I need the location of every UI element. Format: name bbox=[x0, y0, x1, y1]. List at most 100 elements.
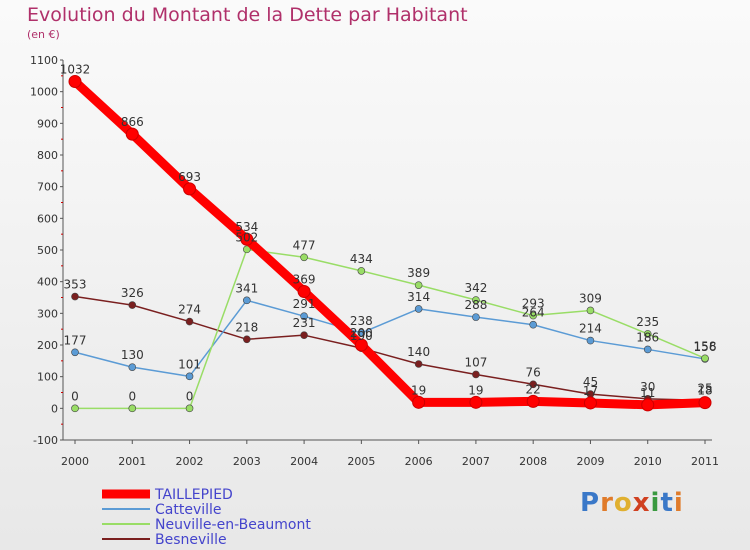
data-label: 22 bbox=[526, 382, 541, 396]
data-point bbox=[586, 306, 595, 315]
data-point bbox=[354, 338, 368, 352]
data-label: 0 bbox=[186, 389, 194, 403]
y-tick-label: 300 bbox=[37, 307, 58, 320]
data-label: 19 bbox=[468, 383, 483, 397]
data-label: 341 bbox=[235, 281, 258, 295]
y-tick-label: 100 bbox=[37, 371, 58, 384]
data-point bbox=[414, 305, 423, 313]
data-label: 369 bbox=[293, 272, 316, 286]
data-point bbox=[469, 395, 483, 409]
data-label: 693 bbox=[178, 170, 201, 184]
legend-label: Neuville-en-Beaumont bbox=[155, 517, 311, 533]
data-point bbox=[529, 380, 537, 389]
y-tick-label: 0 bbox=[51, 402, 58, 415]
data-point bbox=[71, 404, 79, 413]
data-point bbox=[68, 75, 82, 89]
y-tick-label: 500 bbox=[37, 244, 58, 257]
data-label: 107 bbox=[464, 355, 487, 369]
data-point bbox=[300, 253, 308, 262]
brand-letter: i bbox=[650, 488, 661, 518]
x-tick-label: 2004 bbox=[290, 455, 318, 468]
data-point bbox=[643, 330, 652, 338]
data-point bbox=[529, 311, 537, 320]
data-point bbox=[183, 182, 197, 196]
data-point bbox=[243, 245, 251, 254]
data-point bbox=[472, 296, 480, 304]
data-point bbox=[128, 404, 137, 413]
data-point bbox=[185, 317, 194, 326]
data-label: 502 bbox=[235, 230, 258, 244]
data-point bbox=[128, 301, 137, 309]
data-point bbox=[414, 281, 423, 289]
data-point bbox=[641, 398, 655, 412]
data-point bbox=[297, 284, 311, 298]
brand-letter: t bbox=[660, 488, 674, 518]
chart-subtitle: (en €) bbox=[27, 28, 60, 41]
y-tick-label: 800 bbox=[37, 149, 58, 162]
data-label: 186 bbox=[636, 330, 659, 344]
data-point bbox=[698, 396, 712, 410]
data-point bbox=[243, 335, 251, 344]
data-label: 158 bbox=[694, 339, 717, 353]
data-label: 264 bbox=[522, 306, 545, 320]
legend-label: Besneville bbox=[155, 532, 227, 548]
data-label: 190 bbox=[350, 329, 373, 343]
data-point bbox=[240, 232, 254, 246]
data-point bbox=[414, 360, 423, 368]
legend-label: Catteville bbox=[155, 502, 222, 518]
x-tick-label: 2006 bbox=[405, 455, 433, 468]
y-tick-label: 600 bbox=[37, 212, 58, 225]
brand-letter: o bbox=[613, 488, 633, 518]
data-label: 17 bbox=[583, 384, 598, 398]
data-point bbox=[300, 312, 308, 320]
data-point bbox=[472, 313, 480, 321]
data-label: 156 bbox=[694, 340, 717, 354]
data-label: 309 bbox=[579, 291, 602, 305]
data-label: 45 bbox=[583, 375, 598, 389]
data-label: 293 bbox=[522, 297, 545, 311]
brand-letter: x bbox=[632, 488, 651, 518]
data-label: 177 bbox=[64, 333, 87, 347]
y-tick-label: 900 bbox=[37, 117, 58, 130]
data-label: 288 bbox=[464, 298, 487, 312]
data-label: 274 bbox=[178, 303, 201, 317]
data-point bbox=[185, 404, 194, 413]
data-point bbox=[412, 395, 426, 409]
series-line-catteville bbox=[74, 299, 706, 378]
x-tick-label: 2000 bbox=[61, 455, 89, 468]
data-point bbox=[529, 320, 537, 329]
data-point bbox=[243, 296, 251, 305]
x-tick-label: 2010 bbox=[634, 455, 662, 468]
x-tick-label: 2003 bbox=[233, 455, 261, 468]
data-label: 18 bbox=[697, 384, 712, 398]
series-line-besneville bbox=[74, 295, 706, 402]
x-tick-label: 2011 bbox=[691, 455, 719, 468]
data-label: 477 bbox=[293, 238, 316, 252]
data-label: 101 bbox=[178, 357, 201, 371]
data-point bbox=[185, 372, 194, 381]
data-label: 30 bbox=[640, 380, 655, 394]
data-label: 140 bbox=[407, 345, 430, 359]
data-label: 218 bbox=[235, 320, 258, 334]
data-label: 866 bbox=[121, 115, 144, 129]
data-point bbox=[526, 394, 540, 408]
x-tick-label: 2007 bbox=[462, 455, 490, 468]
data-label: 76 bbox=[526, 365, 541, 379]
data-label: 314 bbox=[407, 290, 430, 304]
brand-logo: Proxiti bbox=[580, 488, 684, 518]
data-label: 238 bbox=[350, 314, 373, 328]
data-point bbox=[472, 370, 480, 379]
y-tick-label: 400 bbox=[37, 276, 58, 289]
series-line-taillepied bbox=[71, 78, 706, 410]
y-tick-label: 1000 bbox=[30, 86, 58, 99]
data-label: 434 bbox=[350, 252, 373, 266]
brand-letter: r bbox=[600, 488, 614, 518]
data-point bbox=[701, 354, 709, 363]
chart-title: Evolution du Montant de la Dette par Hab… bbox=[27, 4, 468, 26]
data-point bbox=[128, 363, 137, 371]
data-label: 11 bbox=[640, 386, 655, 400]
data-point bbox=[583, 396, 597, 410]
data-point bbox=[71, 292, 79, 301]
data-point bbox=[643, 345, 652, 354]
